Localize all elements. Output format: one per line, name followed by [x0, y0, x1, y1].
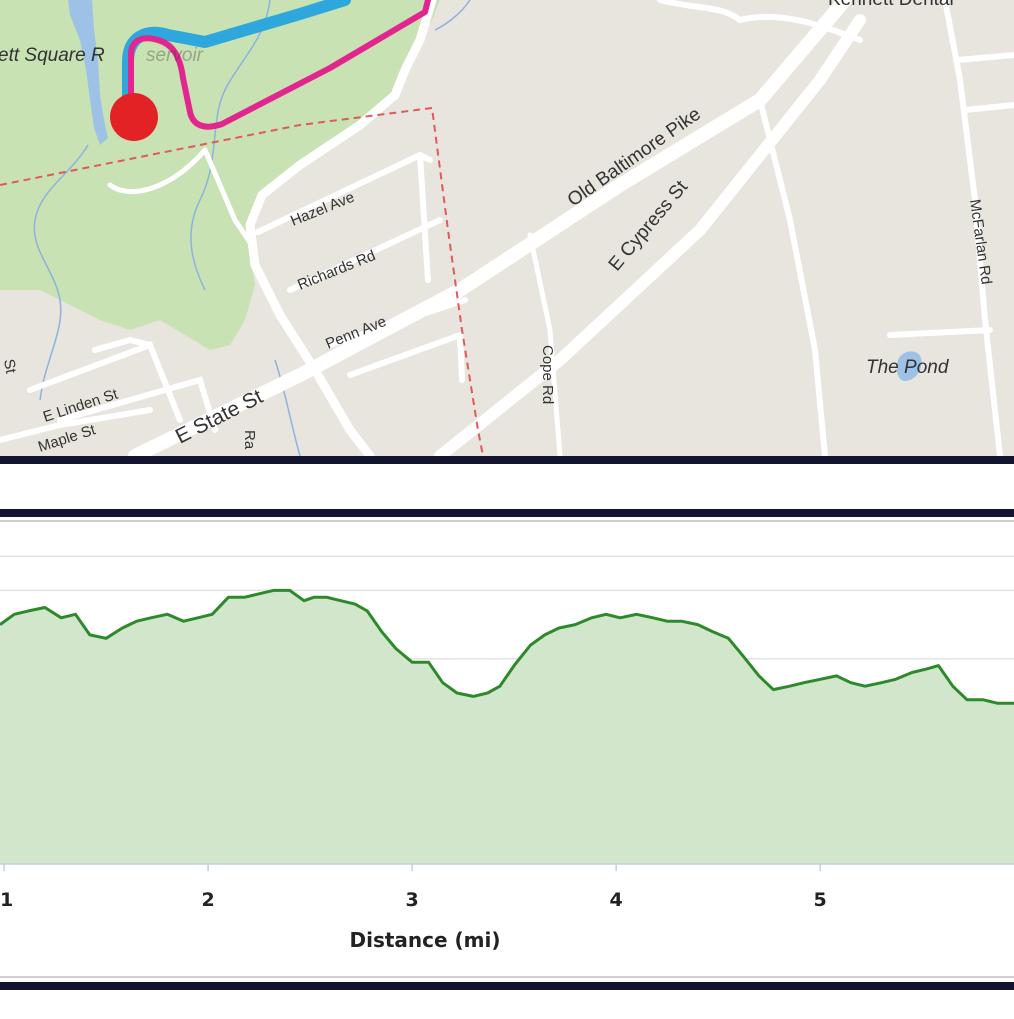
x-ticks: 1 2 3 4 5 — [0, 864, 827, 911]
panel-divider — [0, 509, 1014, 517]
blank-strip — [0, 464, 1014, 509]
municipal-boundary — [0, 106, 484, 456]
reservoir-label: ett Square R — [0, 45, 105, 66]
stream — [434, 0, 471, 31]
minor-roads — [0, 0, 1014, 456]
stream — [274, 359, 301, 456]
cope-rd-label: Cope Rd — [539, 345, 556, 404]
x-axis-title: Distance (mi) — [349, 928, 500, 952]
x-tick-label: 5 — [814, 889, 827, 911]
pond-label: The Pond — [866, 357, 950, 378]
x-tick-label: 1 — [0, 889, 13, 911]
reservoir-label-faded: servoir — [146, 45, 204, 66]
map-canvas: ett Square R servoir Kennett Dental Haze… — [0, 0, 1014, 456]
panel-divider — [0, 982, 1014, 990]
elevation-area — [0, 590, 1014, 864]
x-tick-label: 2 — [201, 889, 214, 911]
x-tick-label: 3 — [406, 889, 419, 911]
start-marker-icon[interactable] — [110, 93, 158, 141]
elevation-line — [0, 588, 1014, 705]
stream — [190, 0, 271, 291]
pond-water — [896, 351, 922, 382]
planned-route — [128, 0, 431, 130]
park-area — [0, 0, 440, 350]
reservoir-water — [68, 0, 108, 145]
business-label: Kennett Dental — [828, 0, 954, 10]
major-roads — [128, 0, 866, 456]
x-tick-label: 4 — [610, 889, 623, 911]
elevation-chart-canvas: 1 2 3 4 5 Distance (mi) — [0, 517, 1014, 982]
partial-street-label: St — [0, 358, 19, 376]
partial-road-label: Ra — [241, 430, 258, 450]
stream — [33, 144, 89, 401]
panel-divider — [0, 456, 1014, 464]
route-map[interactable]: ett Square R servoir Kennett Dental Haze… — [0, 0, 1014, 456]
elevation-chart: 1 2 3 4 5 Distance (mi) — [0, 517, 1014, 982]
